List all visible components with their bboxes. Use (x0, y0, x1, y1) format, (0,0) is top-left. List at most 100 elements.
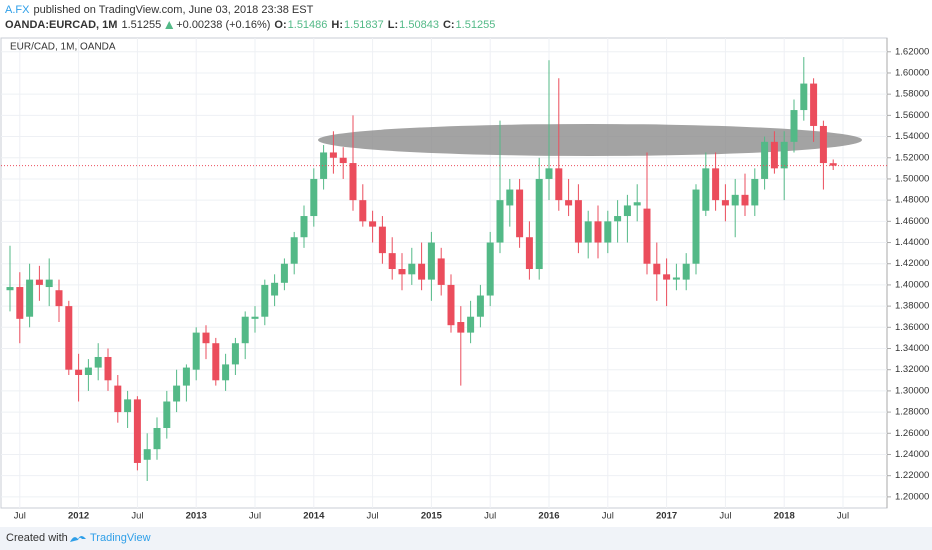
candle-body (280, 263, 288, 283)
y-tick-label: 1.38000 (895, 301, 929, 312)
y-tick-label: 1.48000 (895, 195, 929, 206)
candle-body (310, 178, 318, 217)
candle-body (525, 237, 533, 270)
candle-body (369, 221, 377, 227)
header-text: 1.50843 (399, 19, 439, 31)
candle-body (741, 194, 749, 206)
candle-body (516, 189, 524, 238)
header-text: 1.51255 (121, 19, 161, 31)
y-tick-label: 1.58000 (895, 89, 929, 100)
footer-bar (0, 527, 932, 550)
candle-body (212, 343, 220, 381)
x-tick-label: 2016 (538, 511, 559, 522)
candle-body (182, 367, 190, 386)
x-tick-label: Jul (131, 511, 143, 522)
candle-body (829, 163, 837, 166)
candle-body (26, 279, 34, 317)
candle-body (75, 369, 83, 376)
candle-body (584, 221, 592, 243)
candle-body (55, 290, 63, 307)
candle-body (692, 189, 700, 264)
candle-body (535, 178, 543, 270)
candle-body (819, 125, 827, 164)
candle-body (682, 263, 690, 280)
candle-body (663, 274, 671, 280)
y-tick-label: 1.28000 (895, 407, 929, 418)
header-text: 1.51255 (456, 19, 496, 31)
candle-body (202, 332, 210, 344)
x-tick-label: 2014 (303, 511, 325, 522)
footer-brand: TradingView (90, 532, 151, 544)
y-tick-label: 1.46000 (895, 216, 929, 227)
candle-body (496, 200, 504, 243)
y-tick-label: 1.34000 (895, 343, 929, 354)
y-tick-label: 1.22000 (895, 470, 929, 481)
candle-body (222, 364, 230, 381)
candle-body (349, 163, 357, 201)
candle-body (702, 168, 710, 211)
candle-body (320, 152, 328, 179)
candle-body (486, 242, 494, 296)
candle-body (800, 83, 808, 111)
candle-body (45, 279, 53, 288)
candle-body (672, 277, 680, 280)
candle-body (721, 200, 729, 206)
candle-body (339, 157, 347, 164)
candle-body (6, 287, 14, 291)
change-arrow (165, 21, 174, 29)
candle-body (94, 356, 102, 368)
candle-body (712, 168, 720, 201)
candle-body (761, 141, 769, 179)
y-tick-label: 1.20000 (895, 491, 929, 502)
header: A.FX published on TradingView.com, June 0… (5, 4, 495, 31)
y-tick-label: 1.42000 (895, 258, 929, 269)
candle-body (114, 385, 122, 413)
candle-body (329, 152, 337, 158)
candle-body (810, 83, 818, 126)
candle-body (271, 282, 279, 296)
annotation-ellipse (318, 124, 862, 156)
candle-body (261, 284, 269, 317)
x-tick-label: 2018 (774, 511, 795, 522)
candle-body (476, 295, 484, 317)
x-tick-label: 2013 (186, 511, 207, 522)
y-tick-label: 1.44000 (895, 237, 929, 248)
y-tick-label: 1.32000 (895, 364, 929, 375)
candle-body (790, 110, 798, 142)
candle-body (604, 221, 612, 243)
candle-body (633, 202, 641, 206)
header-text: 1.51837 (344, 19, 384, 31)
header-text: C: (443, 19, 455, 31)
x-tick-label: Jul (602, 511, 614, 522)
header-text: +0.00238 (+0.16%) (176, 19, 270, 31)
candle-body (163, 401, 171, 428)
x-tick-label: 2012 (68, 511, 89, 522)
header-text: A.FX (5, 4, 30, 16)
header-text: H: (331, 19, 343, 31)
candle-body (241, 316, 249, 344)
candle-body (643, 208, 651, 264)
candle-body (300, 216, 308, 238)
candle-body (457, 322, 465, 333)
candle-body (437, 258, 445, 285)
x-tick-label: Jul (14, 511, 26, 522)
candle-body (653, 263, 661, 275)
candle-body (751, 178, 759, 206)
candle-body (780, 141, 788, 169)
y-tick-label: 1.40000 (895, 279, 929, 290)
candle-body (506, 189, 514, 206)
candle-body (143, 449, 151, 460)
header-text: OANDA:EURCAD, 1M (5, 19, 117, 31)
x-tick-label: Jul (367, 511, 379, 522)
header-text: published on TradingView.com, June 03, 2… (33, 4, 313, 16)
candle-body (173, 385, 181, 402)
x-tick-label: Jul (484, 511, 496, 522)
header-text: O: (274, 19, 286, 31)
candle-body (418, 263, 426, 280)
y-tick-label: 1.50000 (895, 173, 929, 184)
x-tick-label: Jul (719, 511, 731, 522)
candle-body (565, 200, 573, 206)
candle-body (555, 168, 563, 201)
